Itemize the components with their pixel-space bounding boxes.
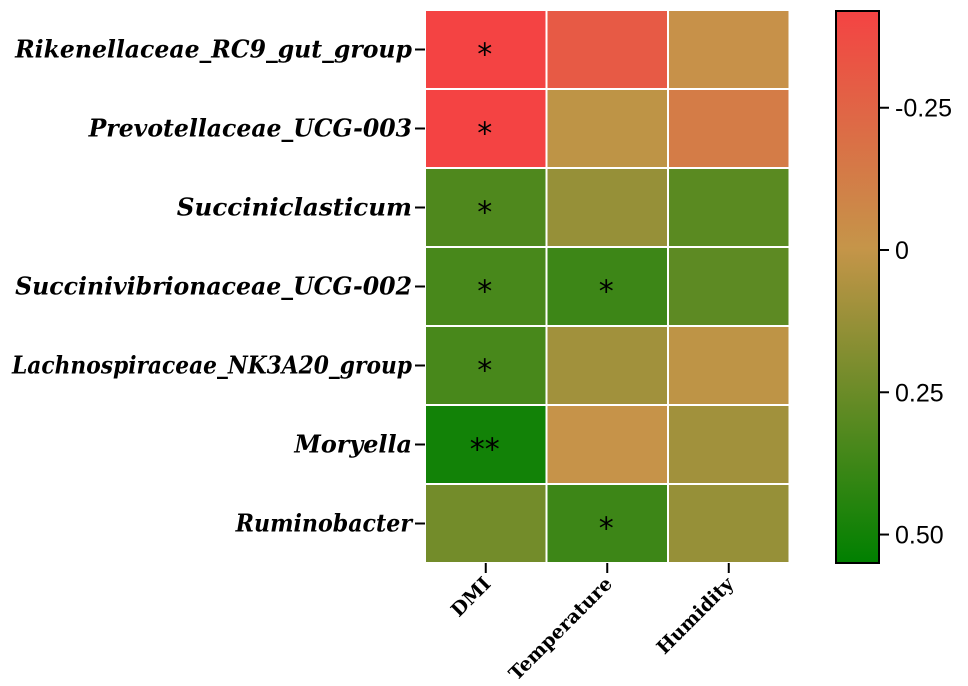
row-label: Rikenellaceae_RC9_gut_group: [14, 35, 412, 64]
significance-marker: *: [477, 354, 492, 389]
colorbar-tick-label: -0.25: [895, 95, 952, 123]
heatmap-cells: [424, 9, 791, 564]
significance-marker: **: [470, 433, 500, 468]
significance-marker: *: [477, 275, 492, 310]
significance-marker: *: [599, 275, 614, 310]
heatmap-cell: [545, 404, 669, 485]
colorbar: -0.25 0 0.25 0.50: [835, 10, 952, 564]
heatmap-cell: [667, 88, 791, 169]
column-label: Humidity: [652, 572, 739, 659]
row-label: Prevotellaceae_UCG-003: [88, 114, 412, 143]
heatmap-cell: [667, 9, 791, 90]
heatmap-cell: [667, 404, 791, 485]
heatmap-cell: [667, 246, 791, 327]
heatmap-cell: [545, 325, 669, 406]
heatmap-cell: [545, 483, 669, 564]
row-labels: Rikenellaceae_RC9_gut_group Prevotellacea…: [11, 35, 425, 538]
column-label: DMI: [447, 573, 495, 621]
row-label: Ruminobacter: [235, 509, 414, 538]
colorbar-tick-label: 0.25: [895, 379, 944, 407]
significance-markers: **** *****: [470, 38, 614, 547]
heatmap-cell: [667, 167, 791, 248]
row-label: Moryella: [293, 430, 412, 459]
heatmap-cell: [667, 483, 791, 564]
heatmap-cell: [545, 9, 669, 90]
colorbar-gradient: [835, 10, 880, 564]
significance-marker: *: [477, 117, 492, 152]
significance-marker: *: [599, 512, 614, 547]
heatmap-cell: [545, 167, 669, 248]
colorbar-tick-label: 0.50: [895, 522, 944, 550]
colorbar-ticks: -0.25 0 0.25 0.50: [879, 95, 952, 550]
column-label: Temperature: [505, 573, 617, 685]
column-labels: DMI Temperature Humidity: [447, 563, 739, 685]
heatmap-cell: [424, 9, 548, 90]
heatmap-cell: [424, 483, 548, 564]
heatmap-cell: [667, 325, 791, 406]
row-label: Lachnospiraceae_NK3A20_group: [11, 351, 412, 380]
heatmap-cell: [424, 246, 548, 327]
heatmap-cell: [545, 88, 669, 169]
colorbar-tick-label: 0: [895, 237, 909, 265]
significance-marker: *: [477, 196, 492, 231]
significance-marker: *: [477, 38, 492, 73]
row-label: Succiniclasticum: [177, 193, 412, 222]
row-label: Succinivibrionaceae_UCG-002: [15, 272, 412, 301]
